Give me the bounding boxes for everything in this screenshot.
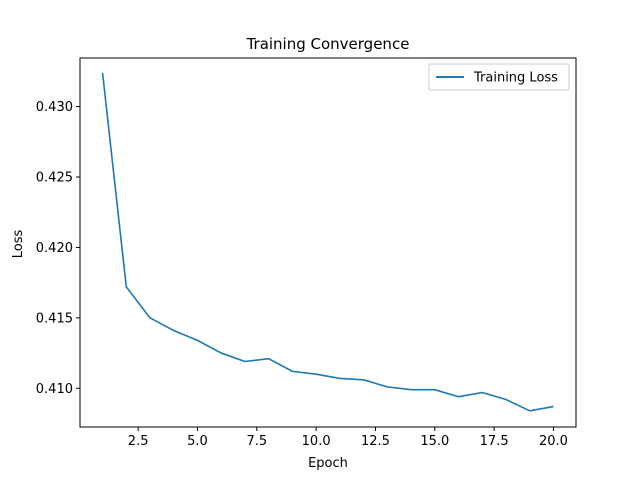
legend-box <box>428 63 570 91</box>
legend-label: Training Loss <box>473 71 558 86</box>
y-tick-label: 0.430 <box>36 100 73 115</box>
x-tick-label: 17.5 <box>480 434 509 449</box>
plot-area-frame <box>79 57 577 428</box>
series-layer <box>101 72 554 412</box>
x-axis-title: Epoch <box>308 456 348 471</box>
x-tick-label: 2.5 <box>128 434 149 449</box>
x-tick-label: 12.5 <box>361 434 390 449</box>
y-axis-title: Loss <box>11 230 26 259</box>
y-tick-label: 0.420 <box>36 241 73 256</box>
y-tick-label: 0.425 <box>36 171 73 186</box>
chart-title: Training Convergence <box>246 35 410 53</box>
x-tick-label: 10.0 <box>302 434 331 449</box>
x-tick-label: 5.0 <box>187 434 208 449</box>
x-tick-label: 7.5 <box>246 434 267 449</box>
y-tick-label: 0.415 <box>36 311 73 326</box>
series-line-training-loss <box>101 72 554 412</box>
legend: Training Loss <box>428 63 570 91</box>
y-axis-ticks: 0.410 0.415 0.420 0.425 0.430 <box>36 100 80 397</box>
x-axis-ticks: 2.5 5.0 7.5 10.0 12.5 15.0 17.5 20.0 <box>128 427 568 449</box>
x-tick-label: 15.0 <box>420 434 449 449</box>
y-tick-label: 0.410 <box>36 382 73 397</box>
x-tick-label: 20.0 <box>539 434 568 449</box>
